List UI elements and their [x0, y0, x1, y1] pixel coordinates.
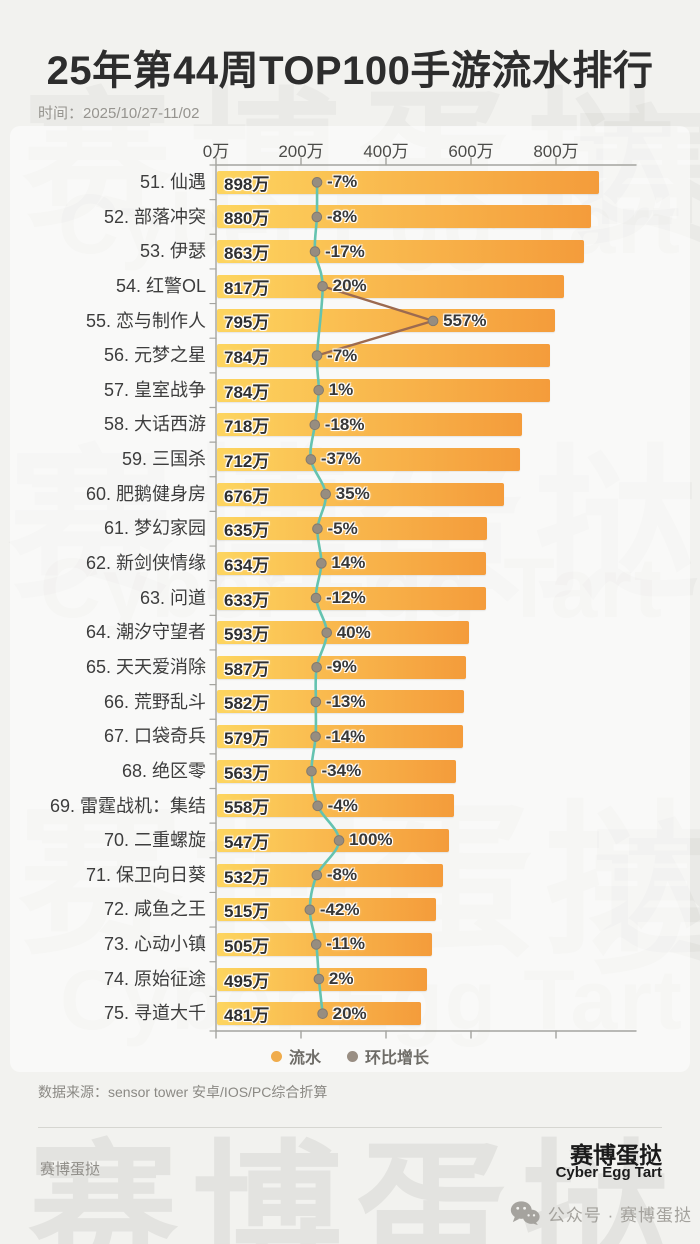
revenue-value-label: 712万	[224, 451, 270, 471]
revenue-bar: 898万	[217, 170, 599, 194]
footer-divider	[38, 1127, 662, 1128]
game-name-label: 68. 绝区零	[121, 760, 206, 781]
revenue-bar: 712万	[217, 447, 520, 471]
date-range-label: 时间：2025/10/27-11/02	[38, 105, 200, 122]
game-name-label: 54. 红警OL	[115, 275, 206, 296]
game-name-label: 70. 二重螺旋	[103, 830, 206, 851]
revenue-bar: 593万	[217, 621, 470, 645]
revenue-value-label: 505万	[224, 936, 270, 956]
revenue-value-label: 676万	[224, 486, 270, 506]
game-name-label: 62. 新剑侠情缘	[85, 553, 206, 574]
revenue-bar: 579万	[217, 725, 464, 749]
revenue-value-label: 547万	[224, 832, 270, 852]
x-axis-tick-label: 400万	[363, 142, 409, 161]
brand-label-small: 赛博蛋挞	[40, 1161, 101, 1178]
revenue-value-label: 515万	[224, 902, 270, 922]
data-source-note: 数据来源：sensor tower 安卓/IOS/PC综合折算	[38, 1084, 328, 1100]
revenue-value-label: 587万	[224, 659, 270, 679]
game-name-label: 65. 天天爱消除	[85, 656, 206, 677]
revenue-value-label: 718万	[224, 417, 270, 437]
revenue-value-label: 481万	[224, 1006, 270, 1026]
revenue-bar: 817万	[217, 274, 565, 298]
x-axis: 0万 200万 400万 600万 800万	[0, 137, 700, 161]
wechat-account-line: 公众号 · 赛博蛋挞	[510, 1200, 692, 1226]
wechat-account-label: 公众号 · 赛博蛋挞	[547, 1205, 692, 1225]
revenue-bar: 481万	[217, 1002, 422, 1026]
revenue-bar: 676万	[217, 482, 505, 506]
legend-label: 环比增长	[365, 1050, 430, 1067]
revenue-bar: 634万	[217, 551, 487, 575]
revenue-value-label: 880万	[224, 209, 270, 229]
game-name-label: 55. 恋与制作人	[85, 310, 206, 331]
revenue-value-label: 579万	[224, 729, 270, 749]
game-name-label: 56. 元梦之星	[103, 345, 206, 366]
game-name-label: 59. 三国杀	[121, 449, 206, 470]
revenue-bar: 505万	[217, 932, 432, 956]
game-name-label: 71. 保卫向日葵	[85, 864, 206, 885]
x-axis-tick-label: 800万	[533, 142, 579, 161]
revenue-value-label: 532万	[224, 867, 270, 887]
x-axis-tick-label: 600万	[448, 142, 494, 161]
revenue-value-label: 634万	[224, 555, 270, 575]
revenue-bar: 558万	[217, 794, 455, 818]
revenue-bar: 784万	[217, 344, 551, 368]
legend-item: 流水	[270, 1044, 321, 1068]
legend-label: 流水	[288, 1050, 321, 1067]
revenue-value-label: 795万	[224, 313, 270, 333]
chart-legend: 流水 环比增长	[0, 1044, 700, 1068]
revenue-bar: 532万	[217, 863, 444, 887]
wechat-icon	[510, 1201, 540, 1226]
game-name-label: 72. 咸鱼之王	[103, 899, 206, 920]
game-name-label: 52. 部落冲突	[103, 206, 206, 227]
revenue-value-label: 558万	[224, 798, 270, 818]
revenue-bar: 582万	[217, 690, 465, 714]
legend-dot-icon	[347, 1050, 358, 1062]
revenue-value-label: 863万	[224, 244, 270, 264]
x-axis-tick-label: 0万	[202, 142, 230, 161]
game-name-label: 66. 荒野乱斗	[103, 691, 206, 712]
revenue-bar: 863万	[217, 240, 584, 264]
game-name-label: 75. 寻道大千	[103, 1003, 206, 1024]
page-title: 25年第44周TOP100手游流水排行	[46, 49, 654, 93]
game-name-label: 51. 仙遇	[139, 172, 206, 192]
legend-dot-icon	[270, 1050, 282, 1062]
revenue-value-label: 635万	[224, 521, 270, 541]
revenue-value-label: 495万	[224, 971, 270, 991]
revenue-bar: 547万	[217, 828, 450, 852]
legend-item: 环比增长	[347, 1044, 429, 1068]
game-name-label: 63. 问道	[139, 587, 206, 608]
revenue-bar: 515万	[217, 898, 436, 922]
revenue-value-label: 633万	[224, 590, 270, 610]
brand-name-en: Cyber Egg Tart	[555, 1164, 662, 1181]
revenue-value-label: 898万	[224, 174, 270, 194]
game-name-label: 74. 原始征途	[103, 968, 206, 989]
game-name-label: 69. 雷霆战机：集结	[49, 795, 206, 816]
revenue-bar: 635万	[217, 517, 487, 541]
game-name-label: 61. 梦幻家园	[103, 518, 206, 539]
revenue-bar: 784万	[217, 378, 551, 402]
revenue-bar: 795万	[217, 309, 555, 333]
brand-name-cn: 赛博蛋挞	[570, 1142, 662, 1168]
revenue-bar: 563万	[217, 759, 457, 783]
revenue-value-label: 582万	[224, 694, 270, 714]
revenue-bar: 633万	[217, 586, 487, 610]
revenue-value-label: 563万	[224, 763, 270, 783]
revenue-bar: 880万	[217, 205, 591, 229]
game-name-label: 73. 心动小镇	[103, 934, 206, 955]
game-name-label: 60. 肥鹅健身房	[85, 483, 206, 504]
revenue-value-label: 784万	[224, 348, 270, 368]
game-name-label: 58. 大话西游	[103, 414, 206, 435]
revenue-value-label: 593万	[224, 625, 270, 645]
revenue-bar: 587万	[217, 655, 467, 679]
revenue-value-label: 817万	[224, 278, 270, 298]
revenue-bar: 495万	[217, 967, 428, 991]
game-name-label: 64. 潮汐守望者	[85, 622, 206, 643]
revenue-bar: 718万	[217, 413, 523, 437]
game-name-label: 53. 伊瑟	[139, 241, 206, 262]
game-name-label: 67. 口袋奇兵	[103, 726, 206, 747]
revenue-value-label: 784万	[224, 382, 270, 402]
x-axis-tick-label: 200万	[278, 142, 324, 161]
game-name-label: 57. 皇室战争	[103, 379, 206, 400]
